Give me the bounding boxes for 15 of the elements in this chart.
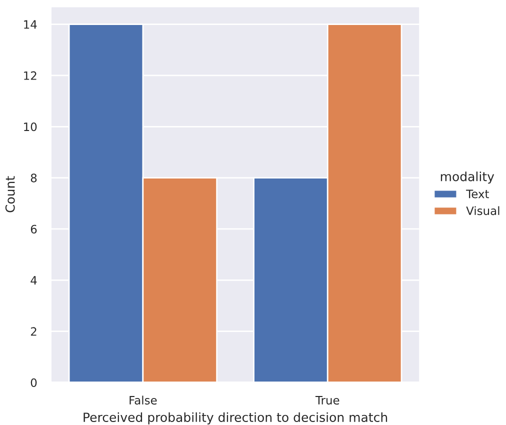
y-tick-label: 8 xyxy=(30,174,37,182)
y-tick-label: 14 xyxy=(24,20,37,29)
y-tick-label: 12 xyxy=(24,71,36,80)
y-axis-title: Count xyxy=(5,176,15,212)
y-tick-label: 2 xyxy=(30,327,36,336)
legend-title: modality xyxy=(440,172,494,184)
x-axis-title: Perceived probability direction to decision match xyxy=(84,412,388,424)
x-tick-label: False xyxy=(130,396,157,405)
legend-label: Text xyxy=(466,190,489,198)
y-tick-label: 0 xyxy=(30,378,37,388)
y-tick-label: 10 xyxy=(24,122,37,132)
legend-label: Visual xyxy=(466,206,500,216)
x-tick-label: True xyxy=(315,396,340,405)
y-tick-label: 4 xyxy=(30,276,37,285)
y-tick-label: 6 xyxy=(30,224,37,234)
